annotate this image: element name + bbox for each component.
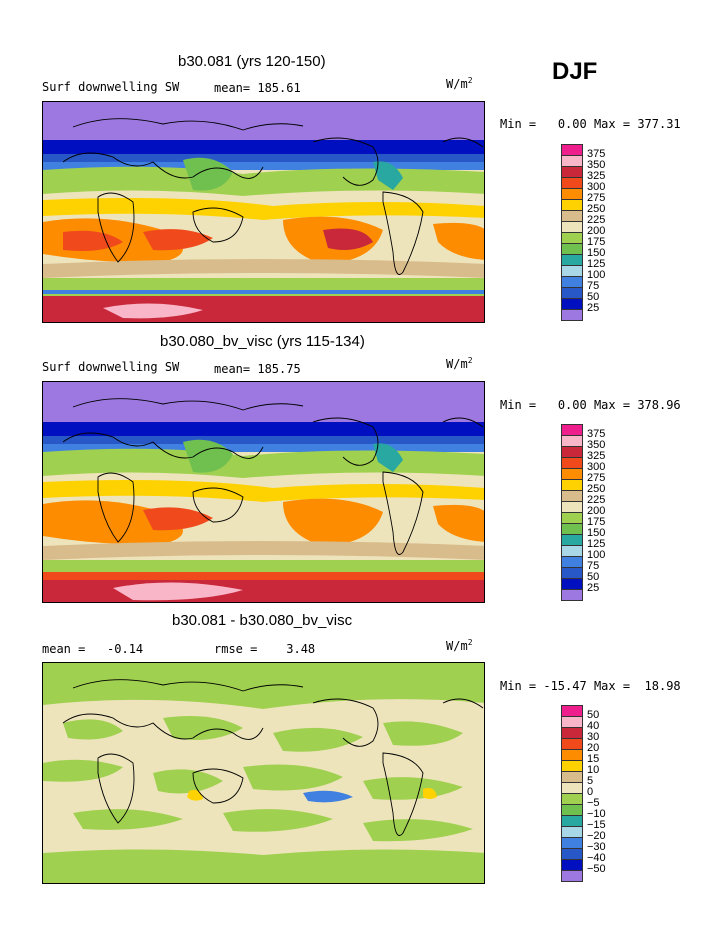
colorbar-tick-label: 25 <box>587 582 600 594</box>
panel1-mean-label: mean= 185.61 <box>214 81 301 95</box>
colorbar-tick-label: 100 <box>587 549 606 561</box>
colorbar-tick-label: 75 <box>587 560 600 572</box>
colorbar-tick-label: −15 <box>587 819 606 831</box>
panel2-mean-label: mean= 185.75 <box>214 362 301 376</box>
colorbar-swatch <box>561 870 583 882</box>
colorbar-tick-label: 250 <box>587 203 606 215</box>
colorbar-tick-label: 325 <box>587 170 606 182</box>
panel2-min-max: Min = 0.00 Max = 378.96 <box>500 398 681 412</box>
colorbar-tick-label: 150 <box>587 247 606 259</box>
panel1-map-svg <box>43 102 484 322</box>
panel2-map-svg <box>43 382 484 602</box>
panel1-variable-label: Surf downwelling SW <box>42 80 180 94</box>
colorbar-tick-label: 100 <box>587 269 606 281</box>
colorbar-tick-label: −50 <box>587 863 606 875</box>
colorbar-tick-label: 75 <box>587 280 600 292</box>
panel1-colorbar: 375 350 325 300 275 250 225 200 175 150 125 100 75 50… <box>561 144 605 321</box>
colorbar-tick-label: 300 <box>587 181 606 193</box>
colorbar-swatch <box>561 309 583 321</box>
colorbar-tick-label: 5 <box>587 775 594 787</box>
colorbar-tick-label: 275 <box>587 192 606 204</box>
colorbar-tick-label: 350 <box>587 159 606 171</box>
colorbar-tick-label: −40 <box>587 852 606 864</box>
colorbar-tick-label: 275 <box>587 472 606 484</box>
colorbar-tick-label: 225 <box>587 494 606 506</box>
colorbar-tick-label: 50 <box>587 291 600 303</box>
colorbar-tick-label: 20 <box>587 742 600 754</box>
panel3-rmse-label: rmse = 3.48 <box>214 642 316 656</box>
colorbar-tick-label: 40 <box>587 720 600 732</box>
colorbar-tick-label: 25 <box>587 302 600 314</box>
panel3-mean-label: mean = -0.14 <box>42 642 144 656</box>
colorbar-tick-label: 375 <box>587 148 606 160</box>
colorbar-tick-label: 15 <box>587 753 600 765</box>
panel1-units: W/m2 <box>446 76 473 91</box>
panel1-map <box>42 101 485 323</box>
panel2-units: W/m2 <box>446 356 473 371</box>
panel3-title: b30.081 - b30.080_bv_visc <box>172 612 353 629</box>
colorbar-tick-label: 175 <box>587 236 606 248</box>
colorbar-tick-label: 30 <box>587 731 600 743</box>
colorbar-tick-label: −5 <box>587 797 600 809</box>
colorbar-tick-label: 350 <box>587 439 606 451</box>
colorbar-tick-label: 50 <box>587 709 600 721</box>
colorbar-tick-label: 325 <box>587 450 606 462</box>
colorbar-tick-label: −30 <box>587 841 606 853</box>
panel2-title: b30.080_bv_visc (yrs 115-134) <box>160 333 365 350</box>
colorbar-tick-label: 375 <box>587 428 606 440</box>
panel2-colorbar: 375 350 325 300 275 250 225 200 175 150 125 100 75 50… <box>561 424 605 601</box>
panel1-title: b30.081 (yrs 120-150) <box>178 53 326 70</box>
panel3-units: W/m2 <box>446 638 473 653</box>
colorbar-tick-label: 300 <box>587 461 606 473</box>
panel3-min-max: Min = -15.47 Max = 18.98 <box>500 679 681 693</box>
colorbar-tick-label: −10 <box>587 808 606 820</box>
panel3-colorbar: 50 40 30 20 15 10 5 0 −5 −10 −15 −20 −30 −40 −50 <box>561 705 606 882</box>
colorbar-tick-label: 250 <box>587 483 606 495</box>
colorbar-tick-label: 50 <box>587 571 600 583</box>
colorbar-tick-label: 200 <box>587 225 606 237</box>
panel2-map <box>42 381 485 603</box>
panel2-variable-label: Surf downwelling SW <box>42 360 180 374</box>
panel3-map-svg <box>43 663 484 883</box>
colorbar-tick-label: −20 <box>587 830 606 842</box>
colorbar-swatch <box>561 589 583 601</box>
colorbar-tick-label: 175 <box>587 516 606 528</box>
colorbar-tick-label: 0 <box>587 786 594 798</box>
colorbar-tick-label: 200 <box>587 505 606 517</box>
panel3-map <box>42 662 485 884</box>
panel1-min-max: Min = 0.00 Max = 377.31 <box>500 117 681 131</box>
season-label: DJF <box>552 58 598 85</box>
colorbar-tick-label: 150 <box>587 527 606 539</box>
colorbar-tick-label: 125 <box>587 538 606 550</box>
colorbar-tick-label: 225 <box>587 214 606 226</box>
colorbar-tick-label: 125 <box>587 258 606 270</box>
colorbar-tick-label: 10 <box>587 764 600 776</box>
